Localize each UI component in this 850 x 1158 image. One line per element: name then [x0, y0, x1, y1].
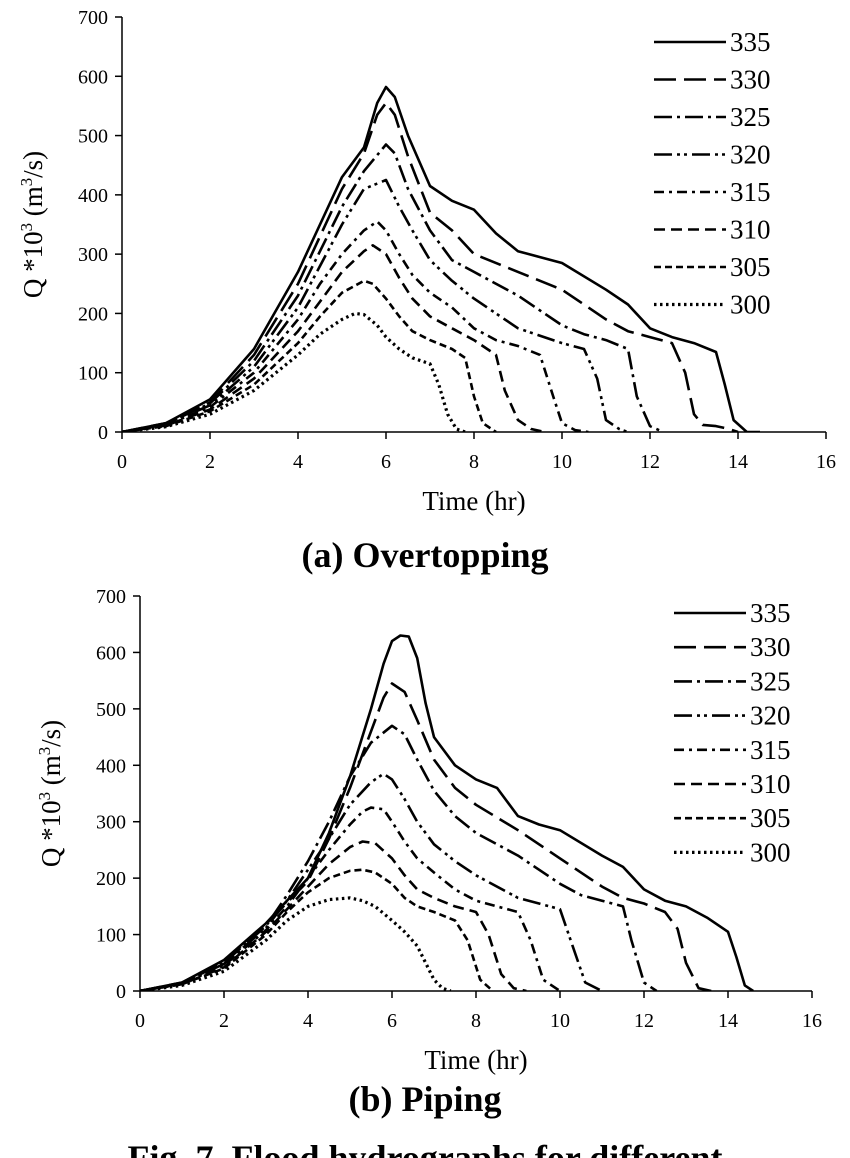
- legend-label-305: 305: [730, 252, 771, 282]
- x-tick-label: 16: [816, 451, 836, 473]
- legend-label-310: 310: [750, 769, 791, 799]
- series-line-310: [122, 244, 545, 432]
- series-line-320: [122, 178, 629, 432]
- x-tick-label: 10: [550, 1010, 570, 1032]
- y-tick-label: 100: [78, 363, 108, 385]
- legend-label-300: 300: [750, 837, 791, 867]
- legend-label-305: 305: [750, 803, 791, 833]
- y-tick-label: 500: [78, 126, 108, 148]
- legend-label-310: 310: [730, 215, 771, 245]
- legend: 335 330 325 320 315 310 305 300: [654, 27, 771, 320]
- legend-label-335: 335: [750, 598, 791, 628]
- panel-piping: 0 2 4 6 8 10 12 14 16 0 100 200 300 400 500 600 700 Time …: [35, 586, 822, 1075]
- series-line-325: [140, 724, 658, 991]
- x-axis-label: Time (hr): [422, 486, 525, 516]
- x-tick-label: 6: [387, 1010, 397, 1032]
- x-tick-label: 4: [293, 451, 303, 473]
- series-line-315: [140, 806, 561, 991]
- x-tick-label: 2: [205, 451, 215, 473]
- y-tick-label: 200: [78, 303, 108, 325]
- x-tick-label: 14: [728, 451, 748, 473]
- y-axis-label: Q *103 (m3/s): [35, 720, 66, 867]
- panel-title-overtopping: (a) Overtopping: [302, 535, 549, 575]
- y-tick-label: 600: [78, 66, 108, 88]
- x-tick-label: 8: [469, 451, 479, 473]
- series-line-305: [122, 279, 497, 432]
- panel-overtopping: 0 2 4 6 8 10 12 14 16 0 100 200 300 400 500 600 700 Time …: [17, 7, 836, 516]
- y-tick-label: 400: [78, 185, 108, 207]
- y-tick-label: 100: [96, 925, 126, 947]
- panel-title-piping: (b) Piping: [348, 1079, 501, 1119]
- series-line-330: [122, 101, 739, 432]
- series-line-330: [140, 682, 712, 991]
- y-tick-label: 300: [96, 812, 126, 834]
- series-line-320: [140, 772, 603, 991]
- x-tick-label: 14: [718, 1010, 738, 1032]
- y-tick-label: 400: [96, 755, 126, 777]
- legend-label-330: 330: [730, 65, 771, 95]
- x-tick-label: 6: [381, 451, 391, 473]
- x-tick-label: 12: [640, 451, 660, 473]
- y-tick-label: 700: [96, 586, 126, 608]
- legend-label-330: 330: [750, 632, 791, 662]
- x-tick-label: 16: [802, 1010, 822, 1032]
- y-tick-label: 600: [96, 642, 126, 664]
- x-axis-label: Time (hr): [424, 1045, 527, 1075]
- x-tick-label: 4: [303, 1010, 313, 1032]
- legend-label-335: 335: [730, 27, 771, 57]
- series-line-315: [122, 220, 589, 432]
- legend-label-320: 320: [750, 701, 791, 731]
- y-axis-label: Q *103 (m3/s): [17, 151, 48, 298]
- x-tick-label: 0: [135, 1010, 145, 1032]
- legend-label-325: 325: [750, 666, 791, 696]
- legend-label-300: 300: [730, 290, 771, 320]
- legend-label-315: 315: [750, 735, 791, 765]
- x-tick-label: 10: [552, 451, 572, 473]
- y-tick-label: 200: [96, 868, 126, 890]
- series-line-305: [140, 868, 494, 991]
- y-tick-label: 700: [78, 7, 108, 29]
- series-line-325: [122, 143, 664, 432]
- y-tick-label: 300: [78, 244, 108, 266]
- legend: 335 330 325 320 315 310 305 300: [674, 598, 791, 867]
- series-line-335: [122, 85, 760, 432]
- y-tick-label: 500: [96, 699, 126, 721]
- series-line-335: [140, 634, 754, 991]
- series-line-300: [140, 896, 452, 991]
- y-tick-label: 0: [98, 422, 108, 444]
- y-tick-label: 0: [116, 981, 126, 1003]
- x-tick-label: 12: [634, 1010, 654, 1032]
- legend-label-325: 325: [730, 102, 771, 132]
- x-tick-label: 0: [117, 451, 127, 473]
- figure-caption: Fig. 7. Flood hydrographs for different: [127, 1138, 722, 1158]
- x-tick-label: 8: [471, 1010, 481, 1032]
- legend-label-320: 320: [730, 140, 771, 170]
- legend-label-315: 315: [730, 177, 771, 207]
- series-line-310: [140, 840, 527, 991]
- x-tick-label: 2: [219, 1010, 229, 1032]
